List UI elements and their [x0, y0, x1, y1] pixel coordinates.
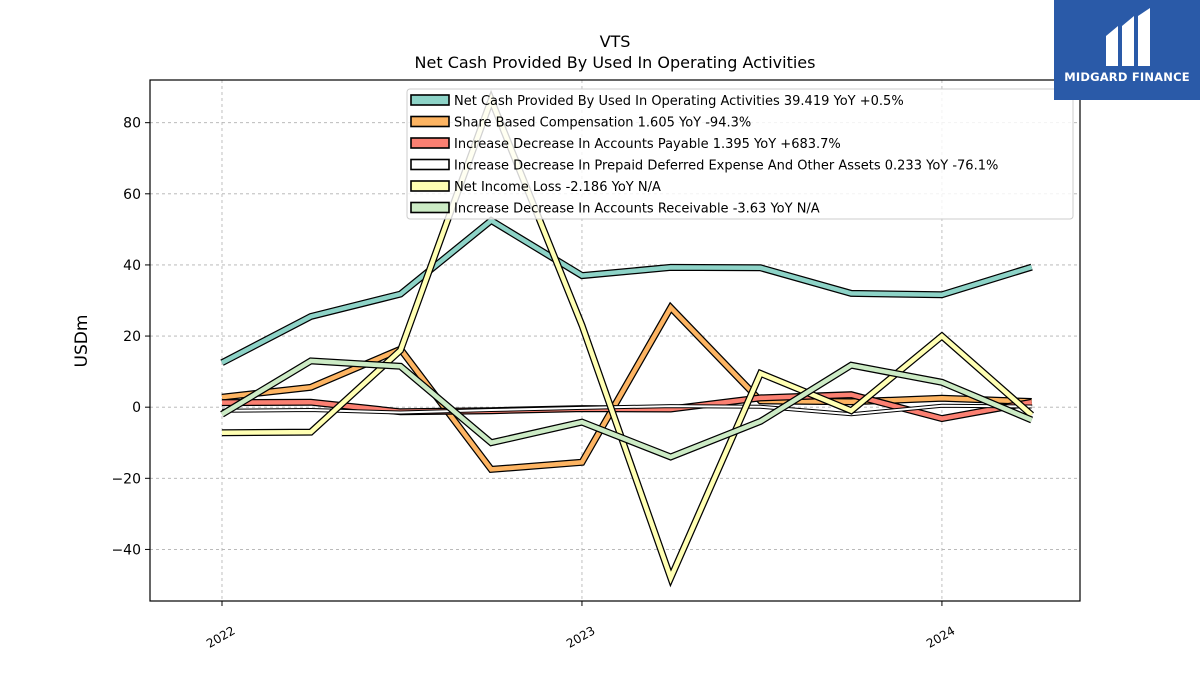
legend-swatch: [410, 137, 450, 149]
y-tick-label: 0: [132, 400, 141, 416]
series-line: [221, 301, 1032, 474]
series-line: [220, 216, 1033, 366]
plot-area: [149, 79, 1081, 602]
series-line-fill: [221, 404, 1032, 416]
legend-swatch: [410, 158, 450, 171]
y-tick-label: 40: [123, 258, 141, 274]
legend-entry: Net Income Loss -2.186 YoY N/A: [454, 180, 661, 195]
legend: Net Cash Provided By Used In Operating A…: [406, 88, 1074, 220]
legend-swatch: [410, 180, 450, 192]
legend-entry: Net Cash Provided By Used In Operating A…: [454, 94, 904, 109]
legend-box: [406, 88, 1074, 220]
y-tick-label: 60: [123, 187, 141, 203]
chart-title: VTS: [600, 32, 631, 51]
y-tick-label: −20: [111, 471, 141, 487]
legend-swatch: [410, 94, 450, 106]
series-line: [220, 357, 1034, 461]
series-line-fill: [220, 217, 1033, 365]
legend-entry: Share Based Compensation 1.605 YoY -94.3…: [454, 116, 751, 131]
x-tick-label: 2024: [924, 623, 957, 650]
y-axis-label: USDm: [72, 315, 92, 368]
y-tick-label: −40: [111, 542, 141, 558]
legend-swatch: [410, 115, 450, 128]
legend-entry: Increase Decrease In Prepaid Deferred Ex…: [454, 159, 998, 174]
chart-subtitle: Net Cash Provided By Used In Operating A…: [415, 53, 816, 72]
midgard-logo-icon: [1106, 8, 1150, 66]
x-tick-label: 2023: [564, 623, 597, 650]
series-line-fill: [220, 358, 1033, 460]
series-line-fill: [221, 303, 1032, 472]
legend-entry: Increase Decrease In Accounts Receivable…: [454, 202, 820, 217]
legend-entry: Increase Decrease In Accounts Payable 1.…: [454, 137, 841, 152]
x-tick-label: 2022: [204, 623, 237, 650]
x-axis: 2022 2023 2024: [204, 601, 957, 651]
y-tick-label: 20: [123, 329, 141, 345]
y-tick-label: 80: [123, 116, 141, 132]
brand-name: MIDGARD FINANCE: [1064, 70, 1190, 84]
series-layer: [220, 89, 1035, 588]
legend-swatch: [410, 201, 450, 214]
series-line: [221, 403, 1032, 417]
brand-logo-block: MIDGARD FINANCE: [1054, 0, 1200, 100]
y-axis: −40 −20 0 20 40 60 80: [111, 116, 150, 558]
series-line-outline: [220, 216, 1033, 366]
